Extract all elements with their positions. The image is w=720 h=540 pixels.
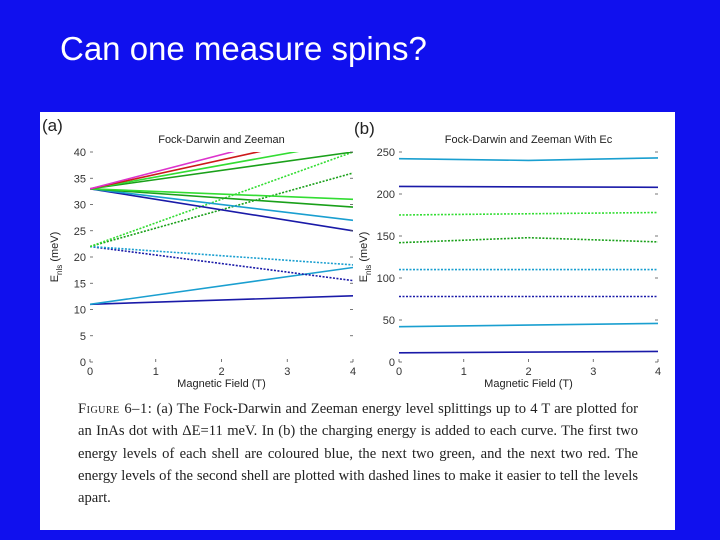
chart-a-ytick-label: 20 xyxy=(74,252,86,264)
chart-a-xlabel: Magnetic Field (T) xyxy=(177,378,266,390)
chart-a-series-shell3-a xyxy=(90,188,353,232)
chart-a-xtick-label: 0 xyxy=(87,366,93,378)
chart-b-title: Fock-Darwin and Zeeman With Ec xyxy=(445,134,613,146)
chart-a-ylabel-sub: nls xyxy=(55,265,64,275)
chart-a-series-shell2-b xyxy=(90,245,353,266)
chart-a-series-shell2-a xyxy=(90,245,353,282)
chart-b-xtick-label: 3 xyxy=(590,366,596,378)
caption-text: (a) The Fock-Darwin and Zeeman energy le… xyxy=(78,401,639,507)
caption-label: Figure 6–1: xyxy=(78,401,153,417)
chart-a-ytick-label: 40 xyxy=(74,147,86,159)
chart-b-ytick-label: 50 xyxy=(383,315,395,327)
chart-a-series-shell3-f xyxy=(90,152,300,190)
chart-a-series-shell3-c xyxy=(90,188,353,208)
figure-panel: (a) Fock-Darwin and Zeeman 0 5 10 15 20 25 30 35 4… xyxy=(40,112,675,530)
figure-caption: Figure 6–1: (a) The Fock-Darwin and Zeem… xyxy=(78,398,638,509)
chart-a-ytick-label: 30 xyxy=(74,200,86,212)
chart-a-ylabel-main: E xyxy=(49,275,61,282)
chart-b-ytick-label: 100 xyxy=(377,273,395,285)
chart-a-panel-label: (a) xyxy=(42,116,63,135)
chart-a-ylabel-unit: (meV) xyxy=(49,232,61,265)
chart-a-series-shell3-g xyxy=(90,152,262,190)
chart-b-series-level-6 xyxy=(399,211,658,216)
chart-a-series-shell1-b xyxy=(90,266,353,306)
chart-a-xtick-label: 2 xyxy=(218,366,224,378)
chart-b-ylabel: Enls (meV) xyxy=(358,232,373,283)
chart-a-ytick-label: 35 xyxy=(74,173,86,185)
chart-a-ylabel: Enls (meV) xyxy=(49,232,64,283)
chart-a-series-shell3-d xyxy=(90,188,353,201)
chart-b-series-level-2 xyxy=(399,322,658,328)
chart-a-xtick-label: 1 xyxy=(153,366,159,378)
chart-a-series-shell2-d xyxy=(90,152,353,248)
chart-a-series-shell3-b xyxy=(90,188,353,222)
chart-a-ytick-label: 10 xyxy=(74,305,86,317)
figure-charts: (a)Fock-Darwin and Zeeman051015202530354… xyxy=(42,116,661,390)
chart-b-panel-label: (b) xyxy=(354,119,375,138)
chart-a-ytick-label: 25 xyxy=(74,226,86,238)
chart-a-series-shell3-h xyxy=(90,152,235,190)
chart-b-xtick-label: 4 xyxy=(655,366,661,378)
chart-a-series-shell1-a xyxy=(90,295,353,306)
chart-a-series-shell3-e xyxy=(90,152,353,190)
chart-a-ytick-label: 5 xyxy=(80,331,86,343)
chart-b-ytick-label: 250 xyxy=(377,147,395,159)
chart-b-ytick-label: 0 xyxy=(389,357,395,369)
chart-b-ylabel-unit: (meV) xyxy=(358,232,370,265)
chart-b-series-level-7 xyxy=(399,185,658,189)
chart-b-ytick-label: 150 xyxy=(377,231,395,243)
chart-b-series-level-5 xyxy=(399,236,658,244)
chart-b-ytick-label: 200 xyxy=(377,189,395,201)
chart-b-series-level-1 xyxy=(399,350,658,354)
chart-b-xtick-label: 1 xyxy=(461,366,467,378)
chart-b-series-level-8 xyxy=(399,157,658,162)
chart-b-ylabel-main: E xyxy=(358,275,370,282)
chart-b-xtick-label: 0 xyxy=(396,366,402,378)
chart-b-xlabel: Magnetic Field (T) xyxy=(484,378,573,390)
chart-a-ytick-label: 15 xyxy=(74,278,86,290)
chart-a-xtick-label: 4 xyxy=(350,366,356,378)
slide-title: Can one measure spins? xyxy=(60,30,427,67)
chart-b-xtick-label: 2 xyxy=(525,366,531,378)
chart-a-title: Fock-Darwin and Zeeman xyxy=(158,134,285,146)
chart-a-xtick-label: 3 xyxy=(284,366,290,378)
chart-b-ylabel-sub: nls xyxy=(364,265,373,275)
chart-a-ytick-label: 0 xyxy=(80,357,86,369)
